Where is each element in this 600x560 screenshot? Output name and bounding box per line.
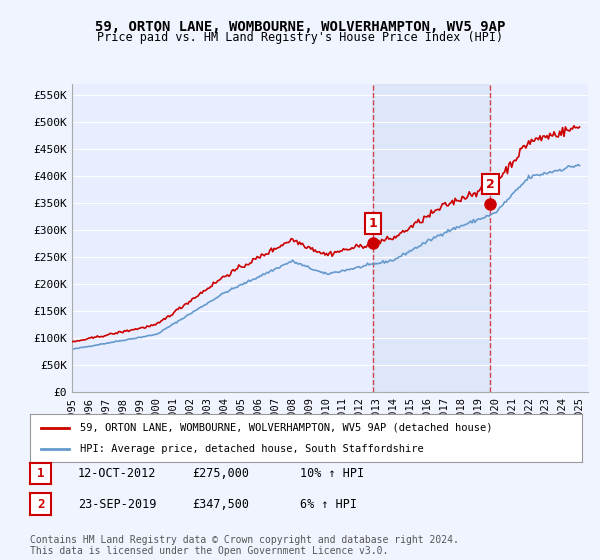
- Text: 10% ↑ HPI: 10% ↑ HPI: [300, 466, 364, 480]
- Bar: [373, 84, 490, 392]
- Text: 23-SEP-2019: 23-SEP-2019: [78, 497, 157, 511]
- Text: 1: 1: [368, 217, 377, 230]
- Text: Price paid vs. HM Land Registry's House Price Index (HPI): Price paid vs. HM Land Registry's House …: [97, 31, 503, 44]
- Text: Contains HM Land Registry data © Crown copyright and database right 2024.
This d: Contains HM Land Registry data © Crown c…: [30, 535, 459, 557]
- Text: 59, ORTON LANE, WOMBOURNE, WOLVERHAMPTON, WV5 9AP (detached house): 59, ORTON LANE, WOMBOURNE, WOLVERHAMPTON…: [80, 423, 492, 433]
- Text: £347,500: £347,500: [192, 497, 249, 511]
- Text: 59, ORTON LANE, WOMBOURNE, WOLVERHAMPTON, WV5 9AP: 59, ORTON LANE, WOMBOURNE, WOLVERHAMPTON…: [95, 20, 505, 34]
- Text: 2: 2: [486, 178, 495, 191]
- Text: 6% ↑ HPI: 6% ↑ HPI: [300, 497, 357, 511]
- Text: 12-OCT-2012: 12-OCT-2012: [78, 466, 157, 480]
- Text: 1: 1: [37, 466, 44, 480]
- Text: 2: 2: [37, 497, 44, 511]
- Text: £275,000: £275,000: [192, 466, 249, 480]
- Text: HPI: Average price, detached house, South Staffordshire: HPI: Average price, detached house, Sout…: [80, 444, 424, 454]
